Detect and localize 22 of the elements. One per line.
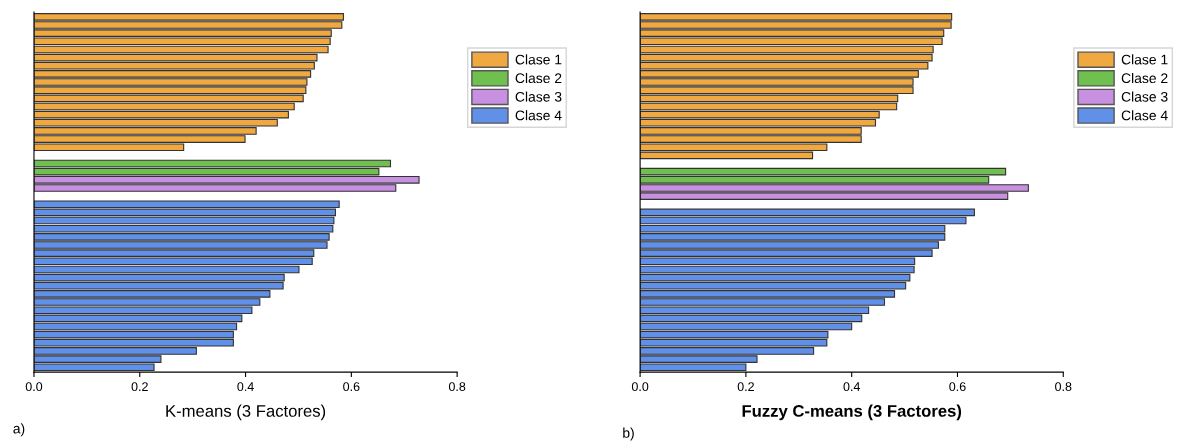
x-tick-label: 0.8 — [1055, 382, 1072, 392]
text: a) — [13, 423, 25, 437]
x-tick-label: 0.2 — [131, 382, 148, 392]
legend-label: Clase 3 — [515, 91, 562, 102]
x-axis-title: Fuzzy C-means (3 Factores) — [742, 404, 962, 421]
x-tick-label: 0.0 — [631, 382, 649, 392]
text: b) — [623, 427, 634, 441]
x-axis-title: K-means (3 Factores) — [166, 404, 326, 421]
x-tick-label: 0.2 — [737, 382, 754, 392]
x-tick-label: 0.8 — [448, 382, 466, 392]
x-tick-label: 0.4 — [843, 382, 861, 392]
legend-label: Clase 1 — [515, 54, 562, 65]
legend-label: Clase 2 — [515, 72, 562, 84]
legend-label: Clase 4 — [1121, 110, 1168, 121]
legend-label: Clase 2 — [1121, 72, 1168, 84]
x-tick-label: 0.6 — [343, 382, 360, 392]
legend-label: Clase 4 — [515, 110, 562, 121]
legend-label: Clase 3 — [1121, 91, 1168, 102]
x-tick-label: 0.6 — [949, 382, 966, 392]
legend-label: Clase 1 — [1121, 54, 1168, 65]
x-tick-label: 0.0 — [25, 382, 43, 392]
x-tick-label: 0.4 — [237, 382, 254, 392]
